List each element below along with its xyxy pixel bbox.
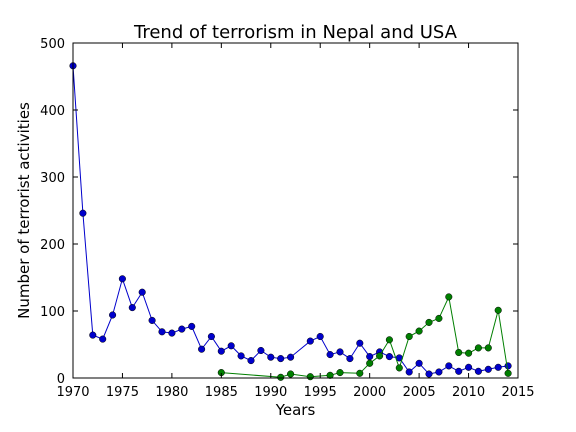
x-tick-label: 1975 xyxy=(106,385,139,400)
series-1-point xyxy=(455,367,463,375)
series-1-point xyxy=(267,353,275,361)
x-tick-label: 1990 xyxy=(254,385,287,400)
series-1-point xyxy=(277,355,285,363)
series-1-point xyxy=(356,339,364,347)
series-2-point xyxy=(366,359,374,367)
series-1-point xyxy=(237,352,245,360)
series-1-point xyxy=(494,363,502,371)
series-1-point xyxy=(128,304,136,312)
plot-frame xyxy=(72,42,519,379)
series-1-point xyxy=(484,365,492,373)
series-2-point xyxy=(376,352,384,360)
series-2-point xyxy=(287,370,295,378)
x-tick-label: 1980 xyxy=(155,385,188,400)
series-1-point xyxy=(316,332,324,341)
series-1-point xyxy=(227,342,235,350)
y-tick-label: 0 xyxy=(57,372,65,387)
series-2-point xyxy=(405,332,413,341)
series-1-point xyxy=(198,345,206,353)
series-2-point xyxy=(306,373,314,381)
series-2-point xyxy=(336,369,344,377)
y-tick-label: 500 xyxy=(40,37,65,52)
series-1-point xyxy=(336,348,344,356)
series-1-point xyxy=(465,363,473,371)
x-tick-label: 2005 xyxy=(403,385,436,400)
series-1-point xyxy=(99,335,107,343)
y-tick-label: 400 xyxy=(40,104,65,119)
series-2-point xyxy=(356,369,364,377)
x-axis-label: Years xyxy=(275,401,316,419)
series-2-point xyxy=(425,318,433,326)
series-1-point xyxy=(89,331,97,339)
y-tick-label: 100 xyxy=(40,305,65,320)
series-2-point xyxy=(494,306,502,314)
series-2-point xyxy=(504,369,512,377)
series-1-point xyxy=(504,362,512,370)
series-1-point xyxy=(168,329,176,337)
series-1-point xyxy=(366,353,374,361)
series-1-line xyxy=(72,65,509,375)
series-1-point xyxy=(405,368,413,376)
series-1-point xyxy=(287,353,295,361)
y-tick-label: 300 xyxy=(40,171,65,186)
y-axis-label: Number of terrorist activities xyxy=(15,102,33,319)
series-1-point xyxy=(207,332,215,341)
y-tick-label: 200 xyxy=(40,238,65,253)
series-1-point xyxy=(435,368,443,376)
series-1-point xyxy=(79,209,87,217)
series-1-point xyxy=(346,355,354,363)
series-layer xyxy=(69,62,512,381)
series-1-point xyxy=(217,347,225,355)
series-1-point xyxy=(138,288,146,296)
series-2-point xyxy=(326,371,334,379)
x-tick-label: 2010 xyxy=(452,385,485,400)
series-2-point xyxy=(445,293,453,301)
x-tick-label: 1985 xyxy=(205,385,238,400)
series-1-point xyxy=(247,357,255,365)
series-2-point xyxy=(435,314,443,322)
series-2-point xyxy=(455,348,463,357)
series-2-point xyxy=(385,336,393,344)
x-tick-label: 2015 xyxy=(501,385,534,400)
x-tick-label: 1970 xyxy=(56,385,89,400)
x-tick-label: 2000 xyxy=(353,385,386,400)
series-1-point xyxy=(178,325,186,333)
series-2-point xyxy=(277,373,285,381)
series-1-point xyxy=(118,275,126,283)
series-1-point xyxy=(109,311,117,319)
series-2-point xyxy=(395,364,403,372)
series-1-point xyxy=(188,322,196,330)
series-1-point xyxy=(445,362,453,370)
series-2-point xyxy=(465,349,473,357)
series-1-point xyxy=(326,351,334,359)
series-2-point xyxy=(484,344,492,352)
series-1-point xyxy=(425,370,433,378)
series-1-point xyxy=(415,359,423,367)
series-1-point xyxy=(158,328,166,336)
series-1-point xyxy=(257,346,265,355)
series-1-point xyxy=(148,316,156,324)
series-2-point xyxy=(474,344,482,352)
series-1-point xyxy=(306,337,314,345)
series-2-line xyxy=(221,295,509,378)
series-2-point xyxy=(415,327,423,335)
series-1-point xyxy=(385,353,393,361)
chart-title: Trend of terrorism in Nepal and USA xyxy=(133,22,458,43)
tick-layer: 1970 1975 1980 1985 1990 1995 2000 2005 2010 2015… xyxy=(40,37,534,400)
series-1-point xyxy=(474,367,482,375)
x-tick-label: 1995 xyxy=(304,385,337,400)
